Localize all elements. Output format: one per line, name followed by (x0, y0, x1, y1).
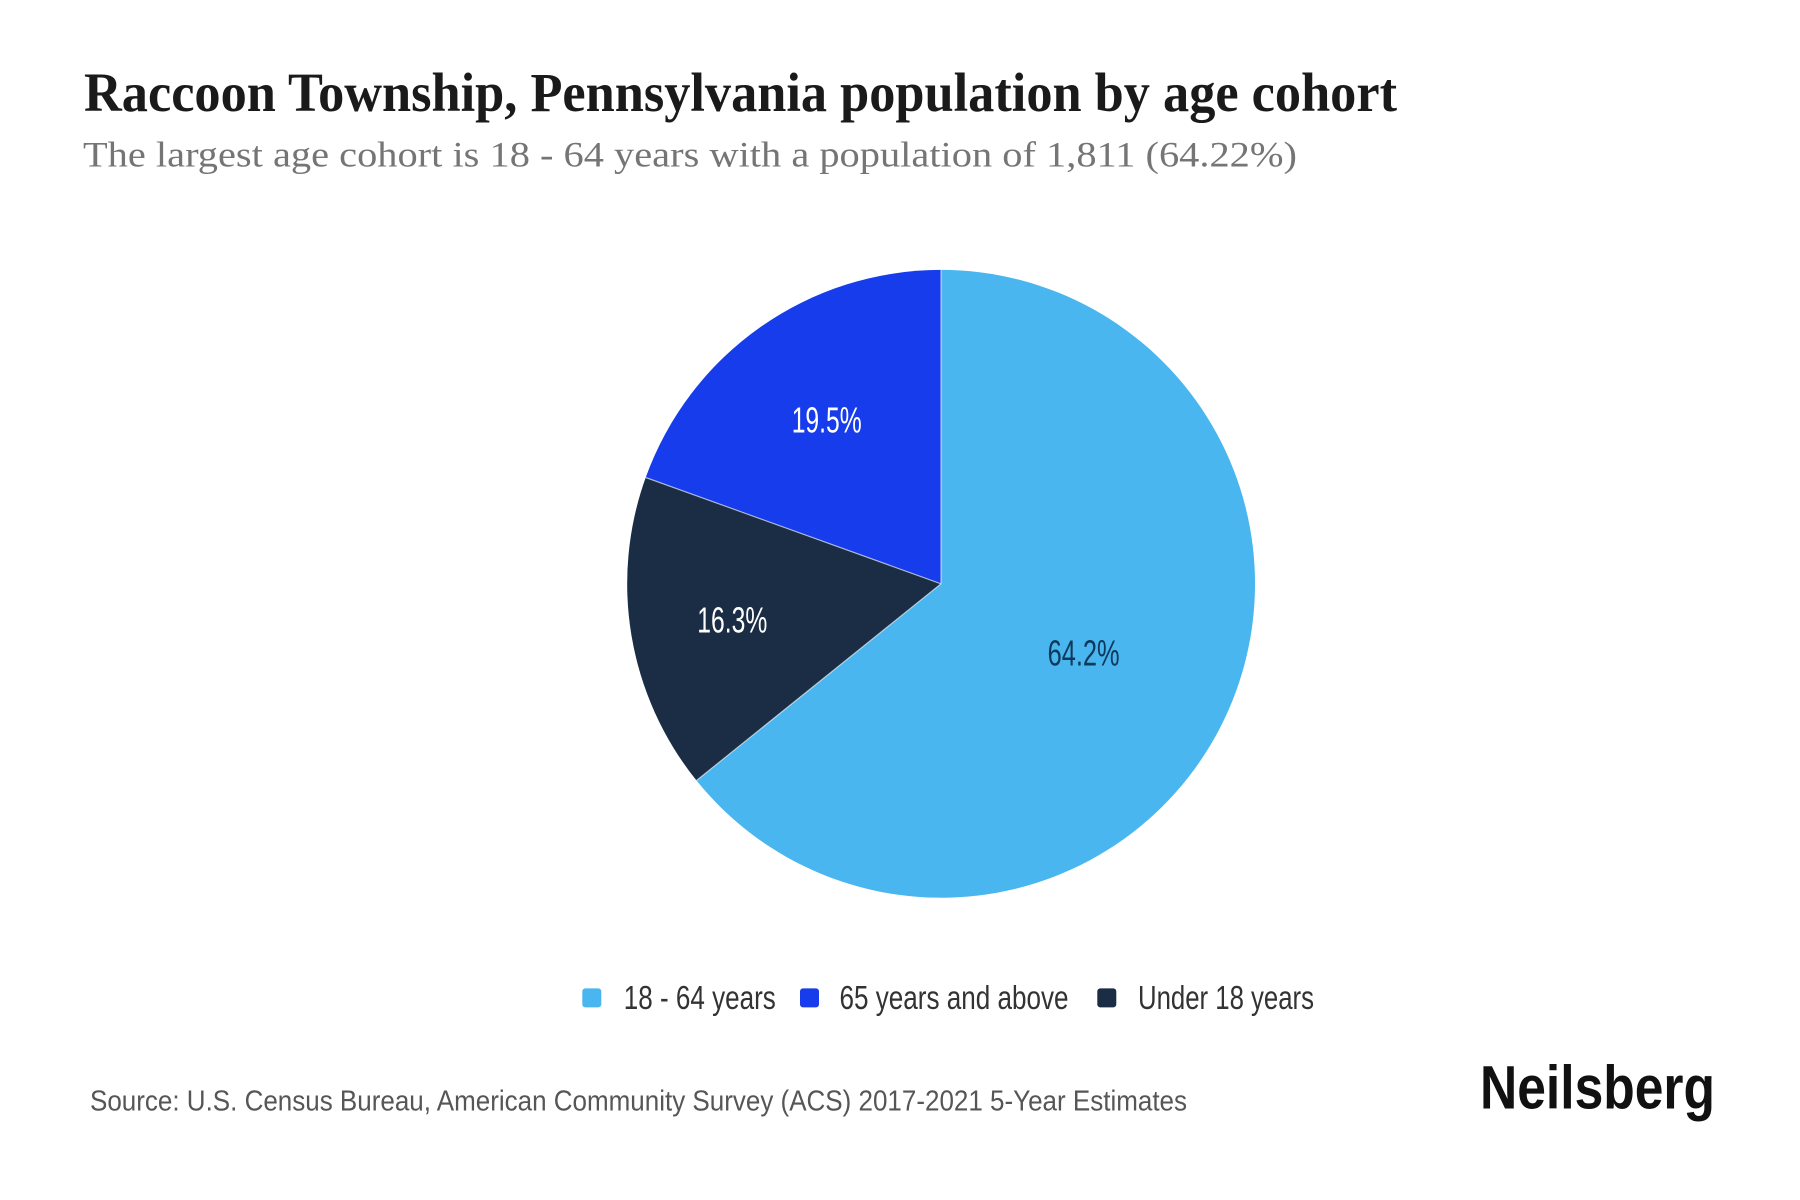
svg-text:The largest age cohort is 18 -: The largest age cohort is 18 - 64 years … (83, 135, 1297, 175)
svg-text:65 years and above: 65 years and above (840, 979, 1069, 1016)
svg-text:Under 18 years: Under 18 years (1138, 979, 1314, 1016)
svg-text:64.2%: 64.2% (1048, 632, 1120, 673)
svg-text:16.3%: 16.3% (697, 600, 767, 641)
svg-text:Source: U.S. Census Bureau, Am: Source: U.S. Census Bureau, American Com… (90, 1086, 1187, 1118)
svg-text:18 - 64 years: 18 - 64 years (624, 979, 776, 1016)
svg-text:Raccoon Township, Pennsylvania: Raccoon Township, Pennsylvania populatio… (84, 62, 1398, 123)
svg-text:Neilsberg: Neilsberg (1480, 1054, 1715, 1122)
svg-text:19.5%: 19.5% (792, 400, 862, 441)
